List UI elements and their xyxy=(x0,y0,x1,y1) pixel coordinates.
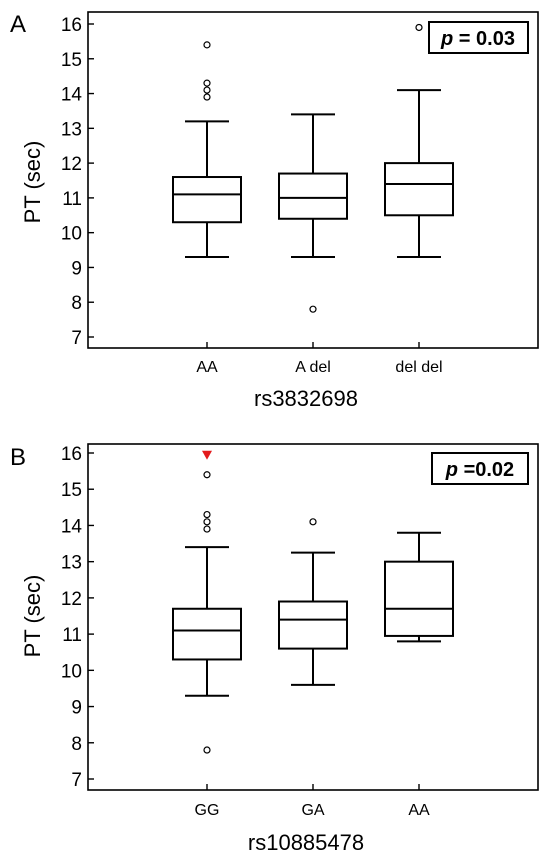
outlier-point xyxy=(309,518,317,526)
p-value-box: p =0.02 xyxy=(431,452,529,485)
x-tick-label: GA xyxy=(301,802,324,819)
y-tick-label: 12 xyxy=(61,154,82,175)
outlier-point xyxy=(203,79,211,87)
p-symbol: p xyxy=(445,459,458,481)
x-tick-label: AA xyxy=(196,359,218,376)
outlier-point xyxy=(203,746,211,754)
p-value-text: p =0.02 xyxy=(445,459,514,481)
outlier-point xyxy=(203,93,211,101)
p-value-frame xyxy=(428,21,529,54)
y-tick-label: 10 xyxy=(61,661,82,682)
panel-b: B PT (sec) rs10885478 p =0.02 7 8 9 10 11 12 1… xyxy=(10,443,539,855)
y-tick-label: 15 xyxy=(61,480,82,501)
y-tick-label: 7 xyxy=(71,770,82,791)
p-symbol: p xyxy=(440,28,453,50)
y-tick-label: 14 xyxy=(61,85,83,106)
marks-layer: 7 8 9 10 11 12 13 14 15 16 AA A del del del xyxy=(61,15,454,376)
p-value-box: p = 0.03 xyxy=(428,21,529,54)
y-tick-label: 16 xyxy=(61,444,82,465)
x-axis-label: rs3832698 xyxy=(254,386,358,411)
y-tick-label: 8 xyxy=(71,293,82,314)
highlight-triangle-icon xyxy=(202,450,212,460)
x-tick-label: GG xyxy=(195,802,220,819)
y-axis-label: PT (sec) xyxy=(20,575,45,658)
panel-label: A xyxy=(10,11,26,38)
outlier-point xyxy=(203,41,211,49)
x-tick-label: del del xyxy=(395,359,442,376)
y-tick-label: 13 xyxy=(61,553,82,574)
outlier-point xyxy=(203,518,211,526)
y-tick-label: 12 xyxy=(61,589,82,610)
box-a-del xyxy=(278,113,348,313)
outlier-point xyxy=(203,86,211,94)
panel-label: B xyxy=(10,444,26,471)
p-value-frame xyxy=(431,452,529,485)
iqr-box xyxy=(172,176,242,224)
box-aa xyxy=(384,531,454,643)
y-tick-label: 10 xyxy=(61,224,82,245)
iqr-box xyxy=(172,607,242,661)
x-tick-label: A del xyxy=(295,359,331,376)
y-tick-label: 15 xyxy=(61,50,82,71)
y-tick-label: 13 xyxy=(61,119,82,140)
y-tick-label: 14 xyxy=(61,516,83,537)
p-value-text: p = 0.03 xyxy=(440,28,515,50)
y-tick-label: 9 xyxy=(71,698,82,719)
outlier-point xyxy=(415,23,423,32)
y-axis-label: PT (sec) xyxy=(20,141,45,224)
p-value: =0.02 xyxy=(458,459,514,481)
outlier-point xyxy=(309,305,317,313)
box-gg xyxy=(172,450,242,754)
outlier-point xyxy=(203,525,211,533)
iqr-box xyxy=(384,560,454,637)
box-ga xyxy=(278,518,348,686)
outlier-point xyxy=(203,510,211,519)
panel-a: A PT (sec) rs3832698 p = 0.03 7 8 9 10 11 12 1… xyxy=(10,11,539,411)
y-tick-label: 9 xyxy=(71,258,82,279)
iqr-box xyxy=(278,600,348,650)
marks-layer: 7 8 9 10 11 12 13 14 15 16 GG GA AA xyxy=(61,444,454,819)
box-aa xyxy=(172,41,242,259)
x-tick-label: AA xyxy=(408,802,430,819)
p-value: = 0.03 xyxy=(453,28,515,50)
y-tick-label: 16 xyxy=(61,15,82,36)
y-tick-label: 7 xyxy=(71,328,82,349)
y-tick-label: 8 xyxy=(71,734,82,755)
x-axis-label: rs10885478 xyxy=(248,830,364,855)
iqr-box xyxy=(384,162,454,217)
outlier-point xyxy=(203,471,211,479)
iqr-box xyxy=(278,172,348,220)
box-del-del xyxy=(384,23,454,259)
y-tick-label: 11 xyxy=(62,625,82,646)
y-tick-label: 11 xyxy=(62,189,82,210)
